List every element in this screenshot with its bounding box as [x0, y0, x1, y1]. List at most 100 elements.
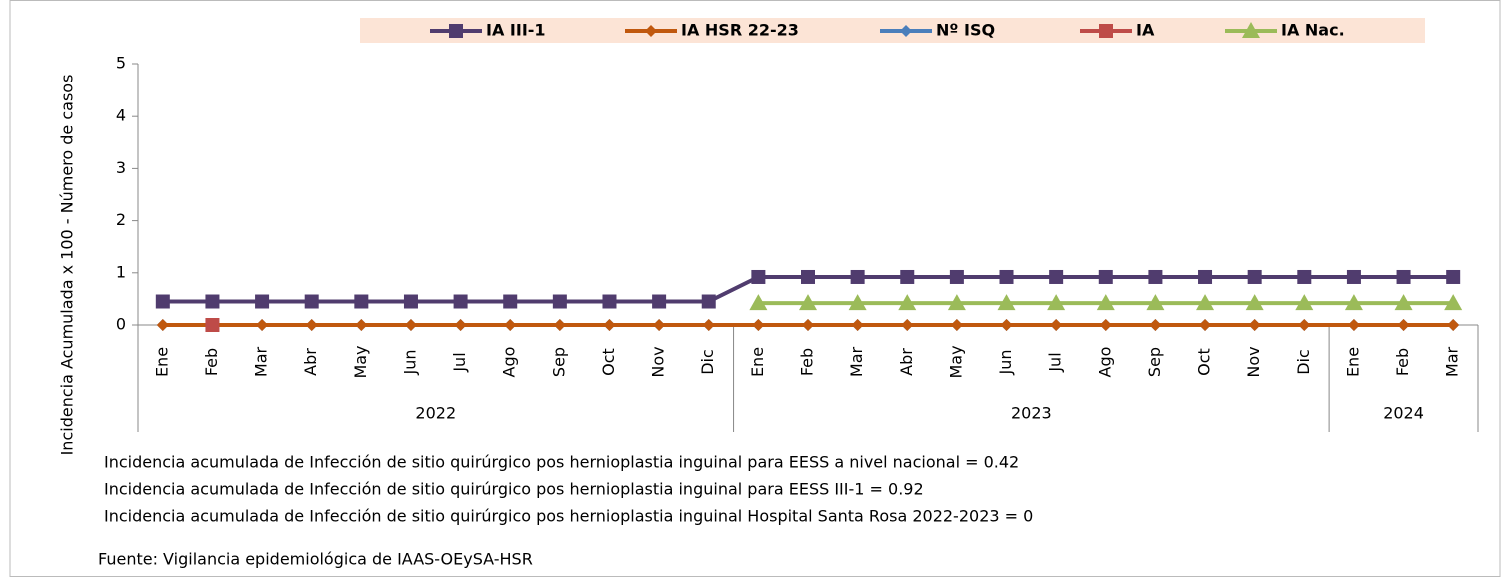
series-marker	[997, 294, 1016, 311]
series-marker	[1347, 319, 1360, 331]
legend-label: IA Nac.	[1281, 21, 1345, 40]
legend-marker	[900, 25, 912, 37]
y-axis-title: Incidencia Acumulada x 100 - Número de c…	[58, 75, 77, 456]
x-tick-label: Abr	[301, 348, 320, 376]
series-marker	[1248, 319, 1261, 331]
series-marker	[1047, 294, 1066, 311]
x-tick-label: Feb	[798, 348, 817, 376]
y-tick-label: 5	[116, 54, 126, 73]
x-tick-label: Feb	[202, 348, 221, 376]
x-tick-label: Nov	[649, 346, 668, 377]
series-marker	[156, 319, 169, 331]
legend-label: IA HSR 22-23	[681, 21, 799, 40]
x-group-label: 2022	[415, 404, 456, 423]
y-tick-label: 0	[116, 315, 126, 334]
series-marker	[802, 319, 814, 331]
x-group-label: 2024	[1383, 404, 1424, 423]
y-tick-label: 4	[116, 106, 126, 125]
chart-border	[9, 0, 1501, 577]
x-tick-label: May	[351, 345, 370, 378]
series-marker	[1146, 294, 1165, 311]
series-marker	[653, 319, 666, 331]
x-tick-label: Nov	[1244, 346, 1263, 377]
x-tick-label: Sep	[1145, 347, 1164, 377]
x-group-label: 2023	[1011, 404, 1052, 423]
series-marker	[603, 319, 616, 331]
series-marker	[1050, 319, 1063, 331]
x-tick-label: Oct	[599, 348, 618, 376]
x-tick-label: Jun	[400, 350, 419, 376]
x-tick-label: Mar	[1443, 346, 1462, 377]
x-tick-label: Ago	[500, 347, 519, 378]
series-marker	[355, 319, 368, 331]
footnote: Incidencia acumulada de Infección de sit…	[104, 507, 1033, 526]
series-marker	[1444, 294, 1463, 311]
legend-marker	[1099, 24, 1113, 38]
series-marker	[1298, 319, 1311, 331]
series-marker	[701, 294, 716, 309]
series-marker	[403, 294, 418, 309]
series-marker	[752, 319, 765, 331]
series-marker	[751, 269, 766, 284]
x-tick-label: Jun	[996, 350, 1015, 376]
series-marker	[1346, 269, 1361, 284]
x-tick-label: Oct	[1195, 348, 1214, 376]
y-tick-label: 1	[116, 262, 126, 281]
series-marker	[1297, 269, 1312, 284]
legend-marker	[449, 24, 463, 38]
series-marker	[1344, 294, 1363, 311]
series-marker	[702, 319, 715, 331]
series-marker	[1446, 269, 1461, 284]
series-marker	[305, 319, 318, 331]
x-tick-label: Ene	[1343, 347, 1362, 377]
series-marker	[850, 269, 865, 284]
series-marker	[255, 294, 270, 309]
series-marker	[256, 319, 269, 331]
series-marker	[898, 294, 917, 311]
series-marker	[553, 319, 566, 331]
x-tick-label: Ene	[748, 347, 767, 377]
series-marker	[848, 294, 867, 311]
series-marker	[354, 294, 369, 309]
x-tick-label: Jul	[450, 352, 469, 372]
series-marker	[304, 294, 319, 309]
series-marker	[947, 294, 966, 311]
series-marker	[851, 319, 864, 331]
series-marker	[901, 319, 914, 331]
x-tick-label: Dic	[1294, 349, 1313, 375]
x-tick-label: Ene	[152, 347, 171, 377]
x-tick-label: Abr	[897, 348, 916, 376]
series-marker	[602, 294, 617, 309]
series-marker	[504, 319, 517, 331]
series-marker	[404, 319, 417, 331]
series-marker	[453, 294, 468, 309]
series-marker	[1199, 319, 1212, 331]
series-marker	[652, 294, 667, 309]
y-tick-label: 3	[116, 158, 126, 177]
legend-label: Nº ISQ	[936, 21, 995, 40]
footnote: Incidencia acumulada de Infección de sit…	[104, 480, 924, 499]
series-marker	[1198, 269, 1213, 284]
series-marker	[155, 294, 170, 309]
series-marker	[1049, 269, 1064, 284]
series-marker	[1096, 294, 1115, 311]
series-marker	[1099, 319, 1112, 331]
y-tick-label: 2	[116, 210, 126, 229]
series-marker	[503, 294, 518, 309]
series-marker	[454, 319, 467, 331]
series-marker	[801, 269, 815, 284]
footnote: Incidencia acumulada de Infección de sit…	[104, 453, 1019, 472]
series-marker	[1196, 294, 1215, 311]
x-tick-label: Mar	[252, 346, 271, 377]
legend-label: IA	[1136, 21, 1155, 40]
x-tick-label: Jul	[1046, 352, 1065, 372]
series-marker	[205, 294, 220, 309]
x-tick-label: Sep	[549, 347, 568, 377]
series-marker	[552, 294, 567, 309]
series-marker	[205, 318, 220, 332]
x-tick-label: Feb	[1393, 348, 1412, 376]
legend-marker	[1242, 22, 1260, 38]
x-tick-label: Dic	[698, 349, 717, 375]
x-tick-label: May	[946, 345, 965, 378]
